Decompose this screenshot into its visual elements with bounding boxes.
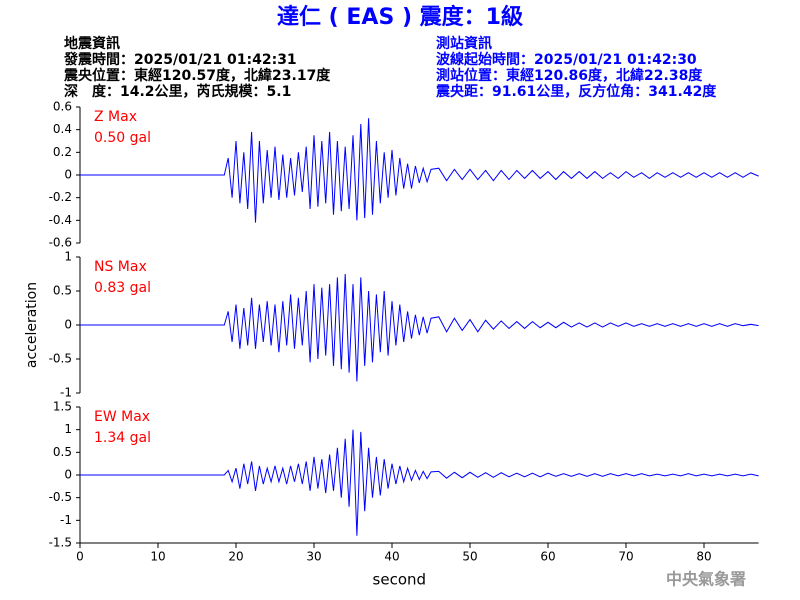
max-label: 0.83 gal xyxy=(94,280,151,296)
waveform xyxy=(80,429,759,536)
max-label: 1.34 gal xyxy=(94,430,151,446)
y-tick-label: -0.4 xyxy=(49,213,72,227)
y-tick-label: -0.5 xyxy=(49,352,72,366)
info-line: 發震時間：2025/01/21 01:42:31 xyxy=(63,51,297,68)
station-line: 震央距：91.61公里，反方位角：341.42度 xyxy=(435,83,717,100)
y-tick-label: -1 xyxy=(60,513,72,527)
x-axis-label: second xyxy=(373,571,427,589)
info-line: 深 度：14.2公里，芮氏規模：5.1 xyxy=(64,83,291,100)
max-label: 0.50 gal xyxy=(94,130,151,146)
station-line: 波線起始時間：2025/01/21 01:42:30 xyxy=(436,51,697,68)
component-label: EW Max xyxy=(94,409,150,425)
y-tick-label: 0.4 xyxy=(53,122,72,136)
y-tick-label: 1.5 xyxy=(53,400,72,414)
x-tick-label: 50 xyxy=(462,550,477,564)
y-tick-label: 0 xyxy=(64,468,72,482)
x-tick-label: 20 xyxy=(228,550,243,564)
info-line: 地震資訊 xyxy=(64,35,120,52)
x-tick-label: 30 xyxy=(306,550,321,564)
waveform xyxy=(80,273,759,382)
y-tick-label: 0.5 xyxy=(53,284,72,298)
y-tick-label: -0.5 xyxy=(49,490,72,504)
x-tick-label: 70 xyxy=(618,550,633,564)
x-tick-label: 80 xyxy=(696,550,711,564)
x-tick-label: 0 xyxy=(76,550,84,564)
y-tick-label: 1 xyxy=(64,422,72,436)
x-tick-label: 60 xyxy=(540,550,555,564)
y-tick-label: 0 xyxy=(64,168,72,182)
y-tick-label: 0.2 xyxy=(53,145,72,159)
component-label: NS Max xyxy=(94,259,147,275)
x-tick-label: 10 xyxy=(150,550,165,564)
y-tick-label: 0 xyxy=(64,318,72,332)
y-axis-label: acceleration xyxy=(24,282,40,368)
y-tick-label: -0.2 xyxy=(49,190,72,204)
y-tick-label: -0.6 xyxy=(49,236,72,250)
footer: 中央氣象署 xyxy=(666,570,746,589)
y-tick-label: 0.6 xyxy=(53,100,72,114)
title: 達仁 ( EAS ) 震度：1級 xyxy=(277,4,523,30)
waveform xyxy=(80,118,759,223)
component-label: Z Max xyxy=(94,109,137,125)
y-tick-label: 1 xyxy=(64,250,72,264)
station-line: 測站資訊 xyxy=(436,35,492,52)
y-tick-label: -1 xyxy=(60,386,72,400)
info-line: 震央位置：東經120.57度，北緯23.17度 xyxy=(63,67,331,84)
x-tick-label: 40 xyxy=(384,550,399,564)
y-tick-label: -1.5 xyxy=(49,536,72,550)
y-tick-label: 0.5 xyxy=(53,445,72,459)
station-line: 測站位置：東經120.86度，北緯22.38度 xyxy=(436,67,703,84)
